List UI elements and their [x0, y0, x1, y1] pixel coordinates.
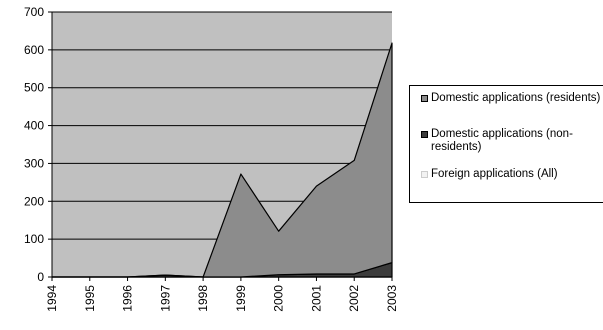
y-tick-label: 600 [24, 43, 44, 57]
y-tick-label: 400 [24, 119, 44, 133]
y-tick-label: 100 [24, 232, 44, 246]
x-tick-label: 1997 [158, 285, 172, 312]
y-tick-label: 0 [37, 270, 44, 284]
gridlines [52, 11, 392, 240]
x-tick-label: 2002 [347, 285, 361, 312]
legend-label: Domestic applications (non-residents) [431, 128, 573, 153]
x-tick-labels: 1994 1995 1996 1997 1998 1999 2000 2001 2002 2003 [45, 277, 399, 312]
legend-item-non-residents: Domestic applications (non-residents) [421, 128, 601, 154]
x-tick-label: 1995 [83, 285, 97, 312]
x-tick-label: 2001 [309, 285, 323, 312]
x-tick-label: 2000 [272, 285, 286, 312]
y-tick-label: 500 [24, 81, 44, 95]
y-tick-labels: 0 100 200 300 400 500 600 700 [24, 5, 52, 284]
x-tick-label: 1996 [121, 285, 135, 312]
x-tick-label: 1999 [234, 285, 248, 312]
x-tick-label: 1998 [196, 285, 210, 312]
axes [51, 12, 392, 278]
legend: Domestic applications (residents) Domest… [409, 85, 603, 203]
x-tick-label: 2003 [385, 285, 399, 312]
legend-swatch-residents [421, 95, 428, 102]
y-tick-label: 300 [24, 156, 44, 170]
legend-label: Foreign applications (All) [431, 168, 558, 180]
y-tick-label: 200 [24, 194, 44, 208]
legend-item-foreign: Foreign applications (All) [421, 168, 601, 181]
legend-swatch-foreign [421, 171, 428, 178]
area-series-2 [51, 42, 393, 278]
legend-swatch-non-residents [421, 131, 428, 138]
y-tick-label: 700 [24, 5, 44, 19]
legend-label: Domestic applications (residents) [431, 92, 601, 104]
legend-item-residents: Domestic applications (residents) [421, 92, 601, 105]
x-tick-label: 1994 [45, 285, 59, 312]
